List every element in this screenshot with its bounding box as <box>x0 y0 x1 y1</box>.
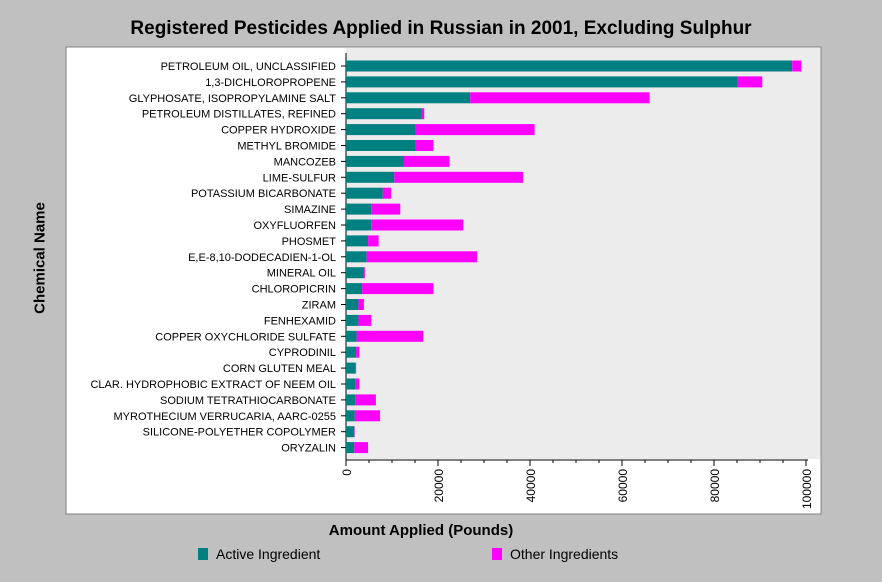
y-tick-label: CHLOROPICRIN <box>252 284 336 296</box>
bar-active-ingredient <box>346 187 383 199</box>
x-tick-label: 100000 <box>800 469 814 509</box>
bar-active-ingredient <box>346 76 737 88</box>
y-tick-label: CLAR. HYDROPHOBIC EXTRACT OF NEEM OIL <box>90 379 336 391</box>
x-tick-label: 40000 <box>524 469 538 503</box>
bar-active-ingredient <box>346 330 357 342</box>
bar-other-ingredients <box>356 346 360 358</box>
bar-other-ingredients <box>470 92 650 104</box>
y-tick-label: 1,3-DICHLOROPROPENE <box>205 77 336 89</box>
y-tick-label: PHOSMET <box>282 236 337 248</box>
y-tick-label: COPPER HYDROXIDE <box>221 125 336 137</box>
bar-other-ingredients <box>356 330 424 342</box>
bar-active-ingredient <box>346 108 422 120</box>
bar-other-ingredients <box>368 235 379 247</box>
bar-other-ingredients <box>358 299 364 310</box>
bar-other-ingredients <box>363 267 365 279</box>
bar-active-ingredient <box>346 92 471 104</box>
y-tick-label: METHYL BROMIDE <box>237 141 336 153</box>
legend-label-active-ingredient: Active Ingredient <box>216 546 321 562</box>
bar-active-ingredient <box>346 140 415 151</box>
bar-active-ingredient <box>346 251 367 263</box>
bar-other-ingredients <box>737 76 763 88</box>
x-tick-label: 60000 <box>616 469 630 503</box>
y-tick-label: SIMAZINE <box>284 204 336 216</box>
bar-other-ingredients <box>394 171 524 183</box>
bar-other-ingredients <box>371 219 464 231</box>
bar-other-ingredients <box>366 251 478 263</box>
bar-active-ingredient <box>346 171 395 183</box>
y-tick-label: POTASSIUM BICARBONATE <box>191 188 336 200</box>
x-tick-label: 80000 <box>708 469 722 503</box>
bar-active-ingredient <box>346 124 415 136</box>
bar-other-ingredients <box>362 283 434 295</box>
bar-other-ingredients <box>354 410 381 422</box>
y-tick-label: ZIRAM <box>302 300 336 312</box>
legend-label-other-ingredients: Other Ingredients <box>510 546 619 562</box>
y-tick-label: OXYFLUORFEN <box>253 220 336 232</box>
y-tick-label: MANCOZEB <box>274 156 336 168</box>
bar-active-ingredient <box>346 394 356 406</box>
bar-active-ingredient <box>346 314 359 326</box>
x-axis-label: Amount Applied (Pounds) <box>328 522 514 539</box>
bar-active-ingredient <box>346 60 793 72</box>
y-tick-label: GLYPHOSATE, ISOPROPYLAMINE SALT <box>129 93 337 105</box>
legend-swatch-active-ingredient <box>198 548 208 560</box>
bar-active-ingredient <box>346 442 355 454</box>
bar-other-ingredients <box>421 108 425 120</box>
bar-active-ingredient <box>346 410 355 422</box>
bar-active-ingredient <box>346 346 357 358</box>
x-tick-label: 20000 <box>432 469 446 503</box>
bar-other-ingredients <box>415 124 535 136</box>
y-tick-label: FENHEXAMID <box>264 315 336 327</box>
y-tick-label: SODIUM TETRATHIOCARBONATE <box>160 395 336 407</box>
y-tick-label: PETROLEUM OIL, UNCLASSIFIED <box>161 61 336 73</box>
bar-active-ingredient <box>346 203 372 215</box>
bar-other-ingredients <box>792 60 802 72</box>
bar-active-ingredient <box>346 267 364 279</box>
legend-swatch-other-ingredients <box>492 548 502 560</box>
legend-item-active-ingredient: Active Ingredient <box>198 546 320 562</box>
bar-active-ingredient <box>346 283 363 295</box>
bar-other-ingredients <box>355 378 360 390</box>
y-tick-label: CORN GLUTEN MEAL <box>223 363 336 375</box>
bar-other-ingredients <box>354 442 369 454</box>
y-tick-label: MINERAL OIL <box>267 268 336 280</box>
bar-other-ingredients <box>355 394 376 406</box>
bar-other-ingredients <box>371 203 401 215</box>
y-tick-label: ORYZALIN <box>281 443 336 455</box>
bar-other-ingredients <box>403 155 450 167</box>
y-tick-label: COPPER OXYCHLORIDE SULFATE <box>155 331 336 343</box>
bar-active-ingredient <box>346 155 404 167</box>
y-tick-label: E,E-8,10-DODECADIEN-1-OL <box>188 252 336 264</box>
y-tick-label: CYPRODINIL <box>269 347 336 359</box>
bar-other-ingredients <box>415 140 434 151</box>
bar-other-ingredients <box>382 187 392 199</box>
chart-title: Registered Pesticides Applied in Russian… <box>130 18 752 39</box>
bar-other-ingredients <box>358 314 372 326</box>
bar-active-ingredient <box>346 235 369 247</box>
y-tick-label: MYROTHECIUM VERRUCARIA, AARC-0255 <box>114 411 337 423</box>
legend-item-other-ingredients: Other Ingredients <box>492 546 618 562</box>
bar-active-ingredient <box>346 426 355 438</box>
bar-active-ingredient <box>346 299 359 310</box>
bar-active-ingredient <box>346 219 372 231</box>
x-tick-label: 0 <box>340 469 354 476</box>
bar-active-ingredient <box>346 362 356 374</box>
y-axis-label: Chemical Name <box>31 202 49 314</box>
bar-active-ingredient <box>346 378 356 390</box>
y-tick-label: PETROLEUM DISTILLATES, REFINED <box>142 109 336 121</box>
y-tick-label: SILICONE-POLYETHER COPOLYMER <box>143 427 336 439</box>
y-tick-label: LIME-SULFUR <box>263 172 336 184</box>
